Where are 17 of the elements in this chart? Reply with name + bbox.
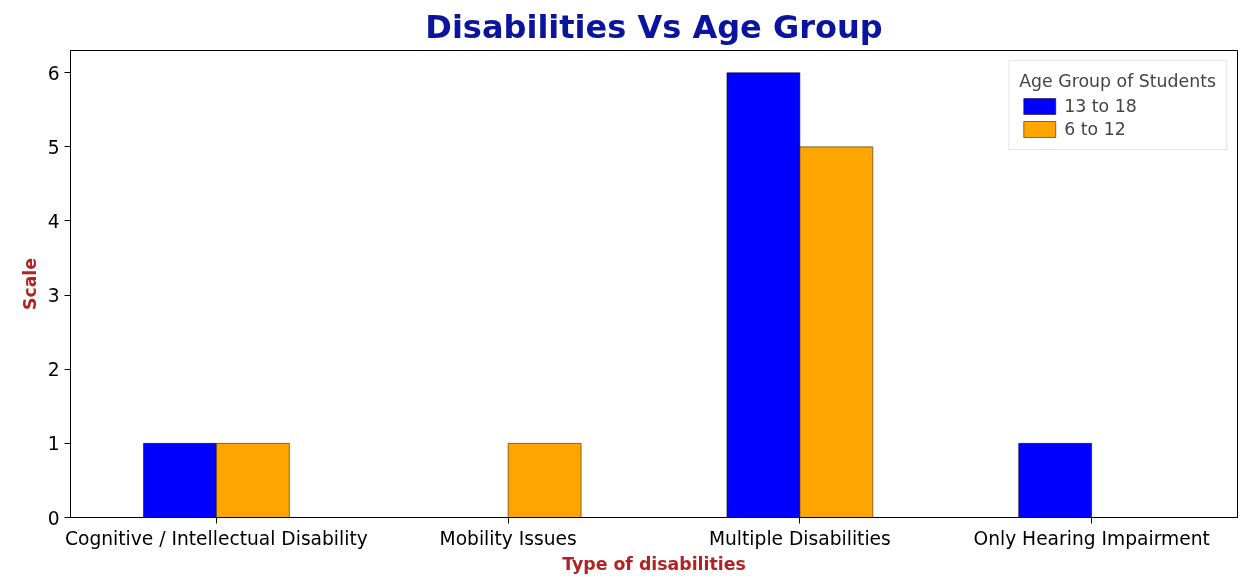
legend-title: Age Group of Students — [1019, 71, 1216, 91]
y-tick-label: 2 — [47, 359, 60, 381]
y-tick-label: 4 — [47, 210, 60, 232]
y-tick-label: 3 — [47, 285, 60, 307]
x-tick-label: Cognitive / Intellectual Disability — [64, 527, 368, 549]
y-tick-label: 5 — [47, 136, 60, 158]
y-tick-label: 6 — [47, 62, 60, 84]
y-tick-label: 0 — [47, 507, 60, 529]
y-tick-label: 1 — [47, 433, 60, 455]
x-axis-title: Type of disabilities — [562, 553, 746, 574]
x-tick-label: Only Hearing Impairment — [973, 527, 1210, 549]
legend-label: 6 to 12 — [1064, 119, 1126, 139]
x-tick-label: Mobility Issues — [439, 527, 577, 549]
legend-label: 13 to 18 — [1064, 96, 1137, 116]
x-tick-label: Multiple Disabilities — [708, 527, 891, 549]
y-axis-title: Scale — [19, 257, 40, 311]
chart-title: Disabilities Vs Age Group — [425, 7, 883, 46]
